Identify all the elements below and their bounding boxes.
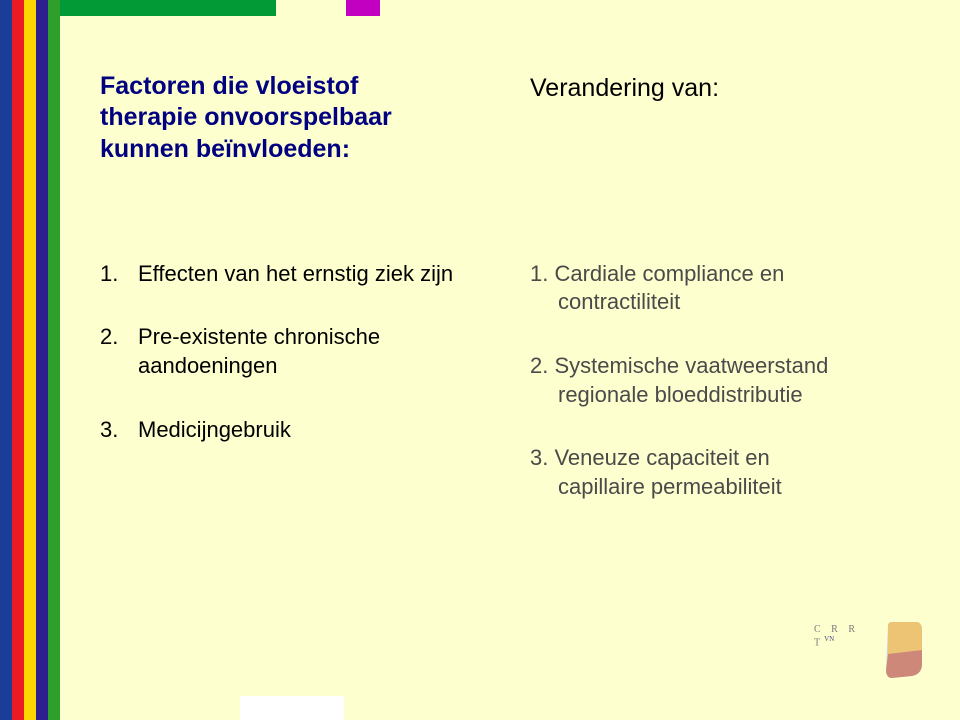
header-left: Factoren die vloeistof therapie onvoorsp… [100,71,490,165]
list-item-line1: 3. Veneuze capaciteit en [530,444,920,473]
list-item-line2: contractiliteit [530,288,920,317]
content-area: Factoren die vloeistof therapie onvoorsp… [60,16,960,684]
list-item-number: 1. [100,260,138,289]
sidebar-stripe [0,0,12,720]
list-item-line1: 2. Systemische vaatweerstand [530,352,920,381]
list-item: 3.Medicijngebruik [100,416,490,445]
list-item-text: Medicijngebruik [138,416,490,445]
footer-strip [240,696,960,720]
list-item-number: 3. [100,416,138,445]
logo-text: C R R TVN [814,624,874,648]
header-left-l2: therapie onvoorspelbaar [100,102,490,133]
top-strip-seg [276,0,346,16]
body-columns: 1.Effecten van het ernstig ziek zijn 2.Pr… [100,260,920,537]
sidebar-stripes [0,0,60,720]
list-item: 2. Systemische vaatweerstandregionale bl… [530,352,920,409]
top-strip-seg [60,0,276,16]
logo-sup: VN [824,635,834,643]
sidebar-stripe [48,0,60,720]
list-item: 2.Pre-existente chronische aandoeningen [100,323,490,380]
top-strip-seg [346,0,380,16]
footer-strip-seg [240,696,344,720]
slide: Factoren die vloeistof therapie onvoorsp… [0,0,960,720]
logo: C R R TVN [814,620,924,684]
header-left-l3: kunnen beïnvloeden: [100,134,490,165]
list-item-line2: capillaire permeabiliteit [530,473,920,502]
header-right: Verandering van: [530,71,920,165]
list-item-text: Effecten van het ernstig ziek zijn [138,260,490,289]
footer-strip-seg [344,696,920,720]
sidebar-stripe [24,0,36,720]
list-item-line1: 1. Cardiale compliance en [530,260,920,289]
left-column: 1.Effecten van het ernstig ziek zijn 2.Pr… [100,260,490,537]
list-item-line2: regionale bloeddistributie [530,381,920,410]
list-item: 1. Cardiale compliance encontractiliteit [530,260,920,317]
headers-row: Factoren die vloeistof therapie onvoorsp… [100,71,920,165]
logo-letters: C R R T [814,624,859,648]
list-item: 1.Effecten van het ernstig ziek zijn [100,260,490,289]
top-strip [60,0,380,16]
list-item-text: Pre-existente chronische aandoeningen [138,323,490,380]
sidebar-stripe [36,0,48,720]
list-item: 3. Veneuze capaciteit encapillaire perme… [530,444,920,501]
logo-flag-icon [882,620,924,680]
right-column: 1. Cardiale compliance encontractiliteit… [530,260,920,537]
sidebar-stripe [12,0,24,720]
list-item-number: 2. [100,323,138,380]
header-left-l1: Factoren die vloeistof [100,71,490,102]
